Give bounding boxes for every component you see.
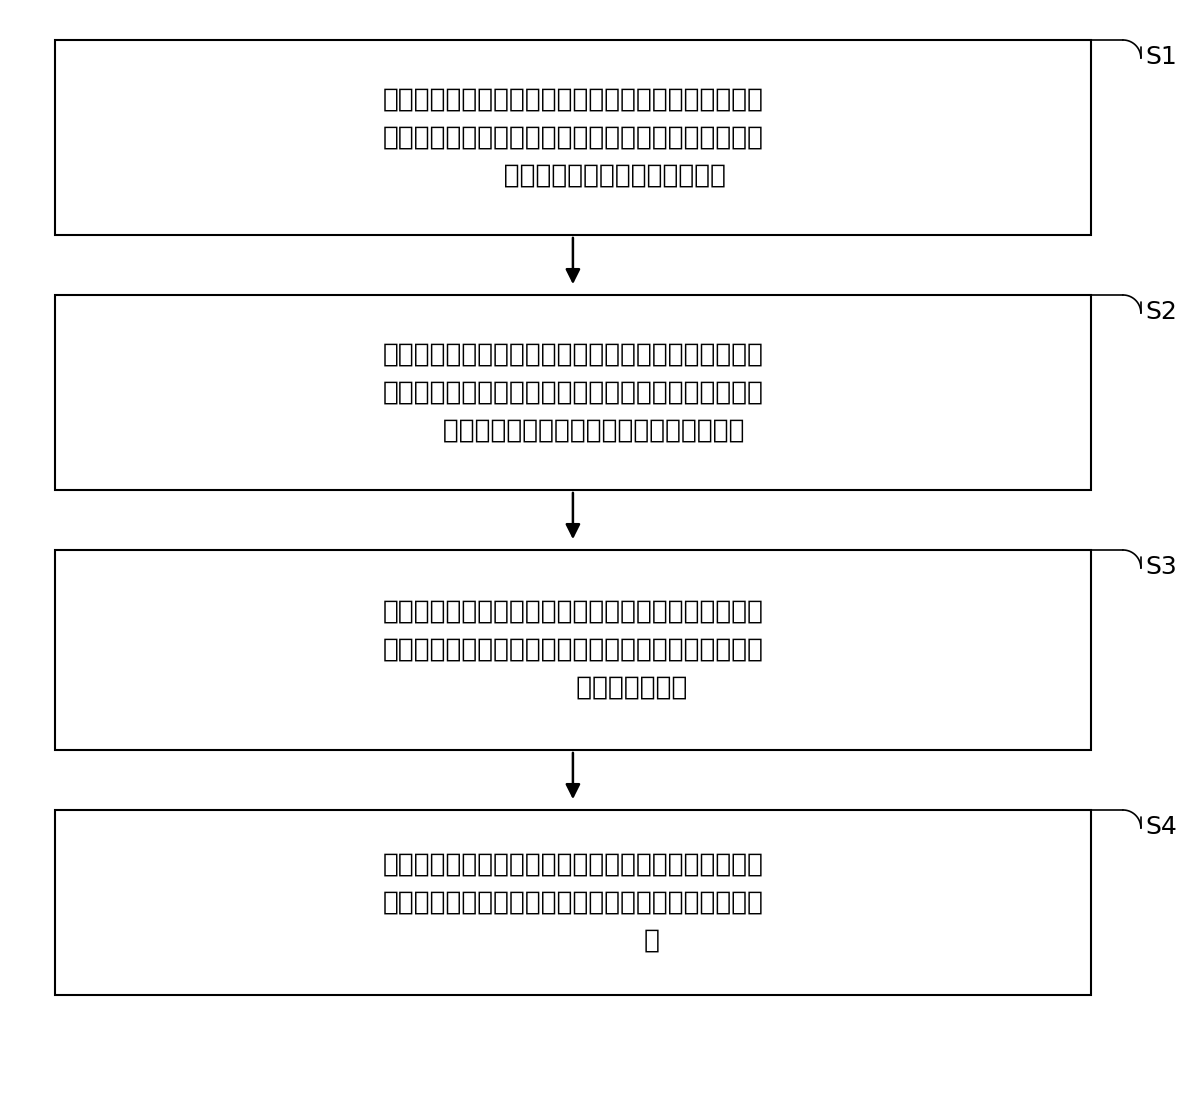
Text: S3: S3 [1146, 555, 1178, 579]
Text: 根据机器人的初始轨迹与动态障碍物的运动轨迹来构建
两者的趋势轨迹，通过两者趋势轨迹的相交与重叠程度
              ，构建约束条件: 根据机器人的初始轨迹与动态障碍物的运动轨迹来构建 两者的趋势轨迹，通过两者趋势轨… [382, 599, 764, 701]
Text: S1: S1 [1146, 45, 1178, 69]
FancyBboxPatch shape [54, 810, 1092, 995]
FancyBboxPatch shape [54, 295, 1092, 490]
Text: S2: S2 [1146, 299, 1178, 324]
FancyBboxPatch shape [54, 39, 1092, 235]
FancyBboxPatch shape [54, 550, 1092, 750]
Text: S4: S4 [1146, 815, 1178, 839]
Text: 对全局路径规划器规划的路径进行裁剪、离散化与时序
化，使之变成一条离散的初始轨迹，通过感知估计动态
     障碍物的速度，预测动态障碍物的运动轨迹: 对全局路径规划器规划的路径进行裁剪、离散化与时序 化，使之变成一条离散的初始轨迹… [382, 341, 764, 443]
Text: 利用三维激光系统感知机器人状态和检测动态障碍物状
态，在构形空间中，将机器人和动态障碍物作为一个质
          点，定位到同一个世界坐标系下: 利用三维激光系统感知机器人状态和检测动态障碍物状 态，在构形空间中，将机器人和动… [382, 87, 764, 189]
Text: 将构建的约束条件映射到超图，转化为具有约束近似的
无约束最小二乘优化问题并求解，对机器人轨迹进行优
                   化: 将构建的约束条件映射到超图，转化为具有约束近似的 无约束最小二乘优化问题并求解，… [382, 851, 764, 953]
